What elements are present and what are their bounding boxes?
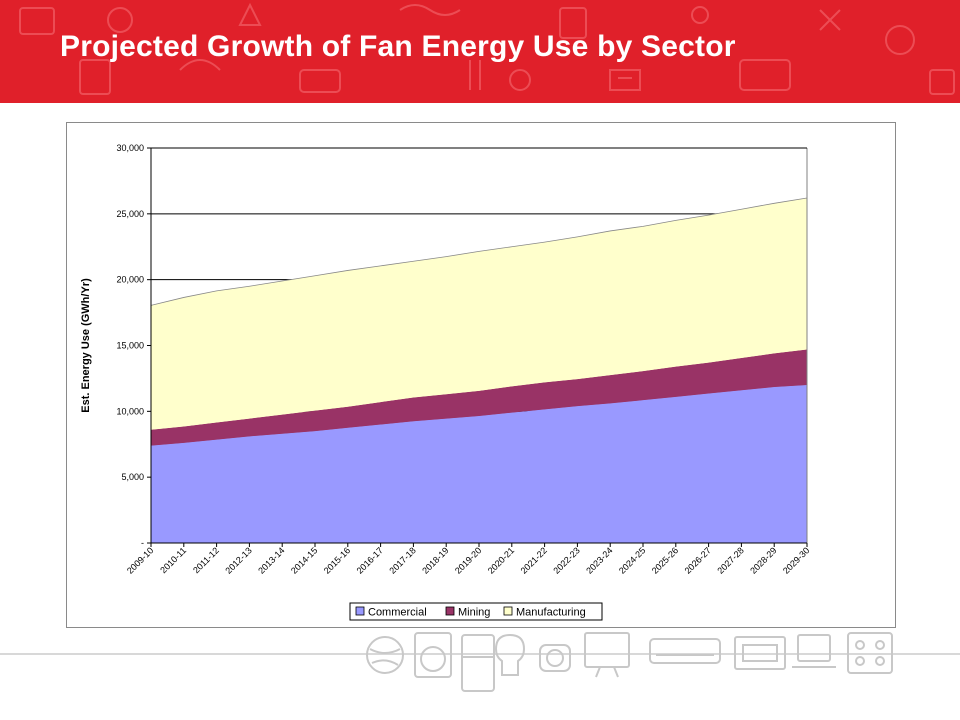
slide-title: Projected Growth of Fan Energy Use by Se…	[60, 30, 736, 63]
television-icon	[584, 632, 630, 678]
x-tick-label: 2021-22	[519, 545, 549, 575]
x-tick-label: 2015-16	[322, 545, 352, 575]
appliance-doodle-pattern	[19, 2, 955, 95]
cooktop-icon	[847, 632, 893, 674]
x-tick-label: 2025-26	[650, 545, 680, 575]
title-banner: Projected Growth of Fan Energy Use by Se…	[0, 0, 960, 103]
air-conditioner-icon	[649, 638, 721, 664]
x-tick-label: 2014-15	[289, 545, 319, 575]
y-tick-label: 25,000	[116, 209, 144, 219]
stacked-area-chart: - 5,000 10,000 15,000 20,000 25,000 30,000 2009…	[80, 143, 811, 621]
heater-icon	[734, 636, 786, 670]
x-tick-label: 2012-13	[223, 545, 253, 575]
x-tick-label: 2011-12	[191, 545, 221, 575]
x-tick-label: 2009-10	[125, 545, 155, 575]
x-tick-label: 2019-20	[453, 545, 483, 575]
y-tick-label: 15,000	[116, 341, 144, 351]
fan-motor-icon	[539, 644, 571, 672]
computer-icon	[792, 634, 836, 668]
legend-swatch-commercial	[355, 606, 365, 616]
x-tick-label: 2010-11	[158, 545, 188, 575]
y-tick-label: -	[141, 538, 144, 548]
x-tick-label: 2017-18	[387, 545, 417, 575]
area-fill-commercial	[151, 385, 807, 543]
refrigerator-icon	[461, 634, 495, 692]
x-tick-label: 2026-27	[683, 545, 713, 575]
legend-swatch-manufacturing	[503, 606, 513, 616]
legend-label-mining: Mining	[458, 607, 490, 619]
y-tick-label: 10,000	[116, 406, 144, 416]
washing-machine-icon	[414, 632, 452, 678]
x-tick-label: 2023-24	[584, 545, 614, 575]
area-fill-mining	[151, 349, 807, 446]
legend-label-manufacturing: Manufacturing	[516, 607, 586, 619]
y-tick-label: 5,000	[121, 472, 144, 482]
x-tick-label: 2027-28	[715, 545, 745, 575]
x-tick-label: 2029-30	[781, 545, 811, 575]
x-tick-label: 2024-25	[617, 545, 647, 575]
x-tick-label: 2022-23	[551, 545, 581, 575]
x-tick-label: 2018-19	[420, 545, 450, 575]
total-outline	[150, 197, 808, 306]
y-tick-label: 20,000	[116, 275, 144, 285]
footer-divider	[0, 653, 960, 655]
x-tick-label: 2013-14	[256, 545, 286, 575]
chart-frame: - 5,000 10,000 15,000 20,000 25,000 30,000 2009…	[66, 122, 896, 628]
legend-label-commercial: Commercial	[368, 607, 427, 619]
x-tick-label: 2020-21	[486, 545, 516, 575]
appliance-icons-strip	[366, 632, 893, 692]
x-tick-label: 2016-17	[355, 545, 385, 575]
legend-swatch-mining	[445, 606, 455, 616]
y-tick-label: 30,000	[116, 143, 144, 153]
globe-icon	[366, 636, 404, 674]
x-tick-label: 2028-29	[748, 545, 778, 575]
y-axis-title: Est. Energy Use (GWh/Yr)	[80, 278, 92, 413]
area-fill-manufacturing	[151, 198, 807, 430]
legend-box	[349, 602, 603, 621]
light-bulb-icon	[494, 633, 526, 676]
